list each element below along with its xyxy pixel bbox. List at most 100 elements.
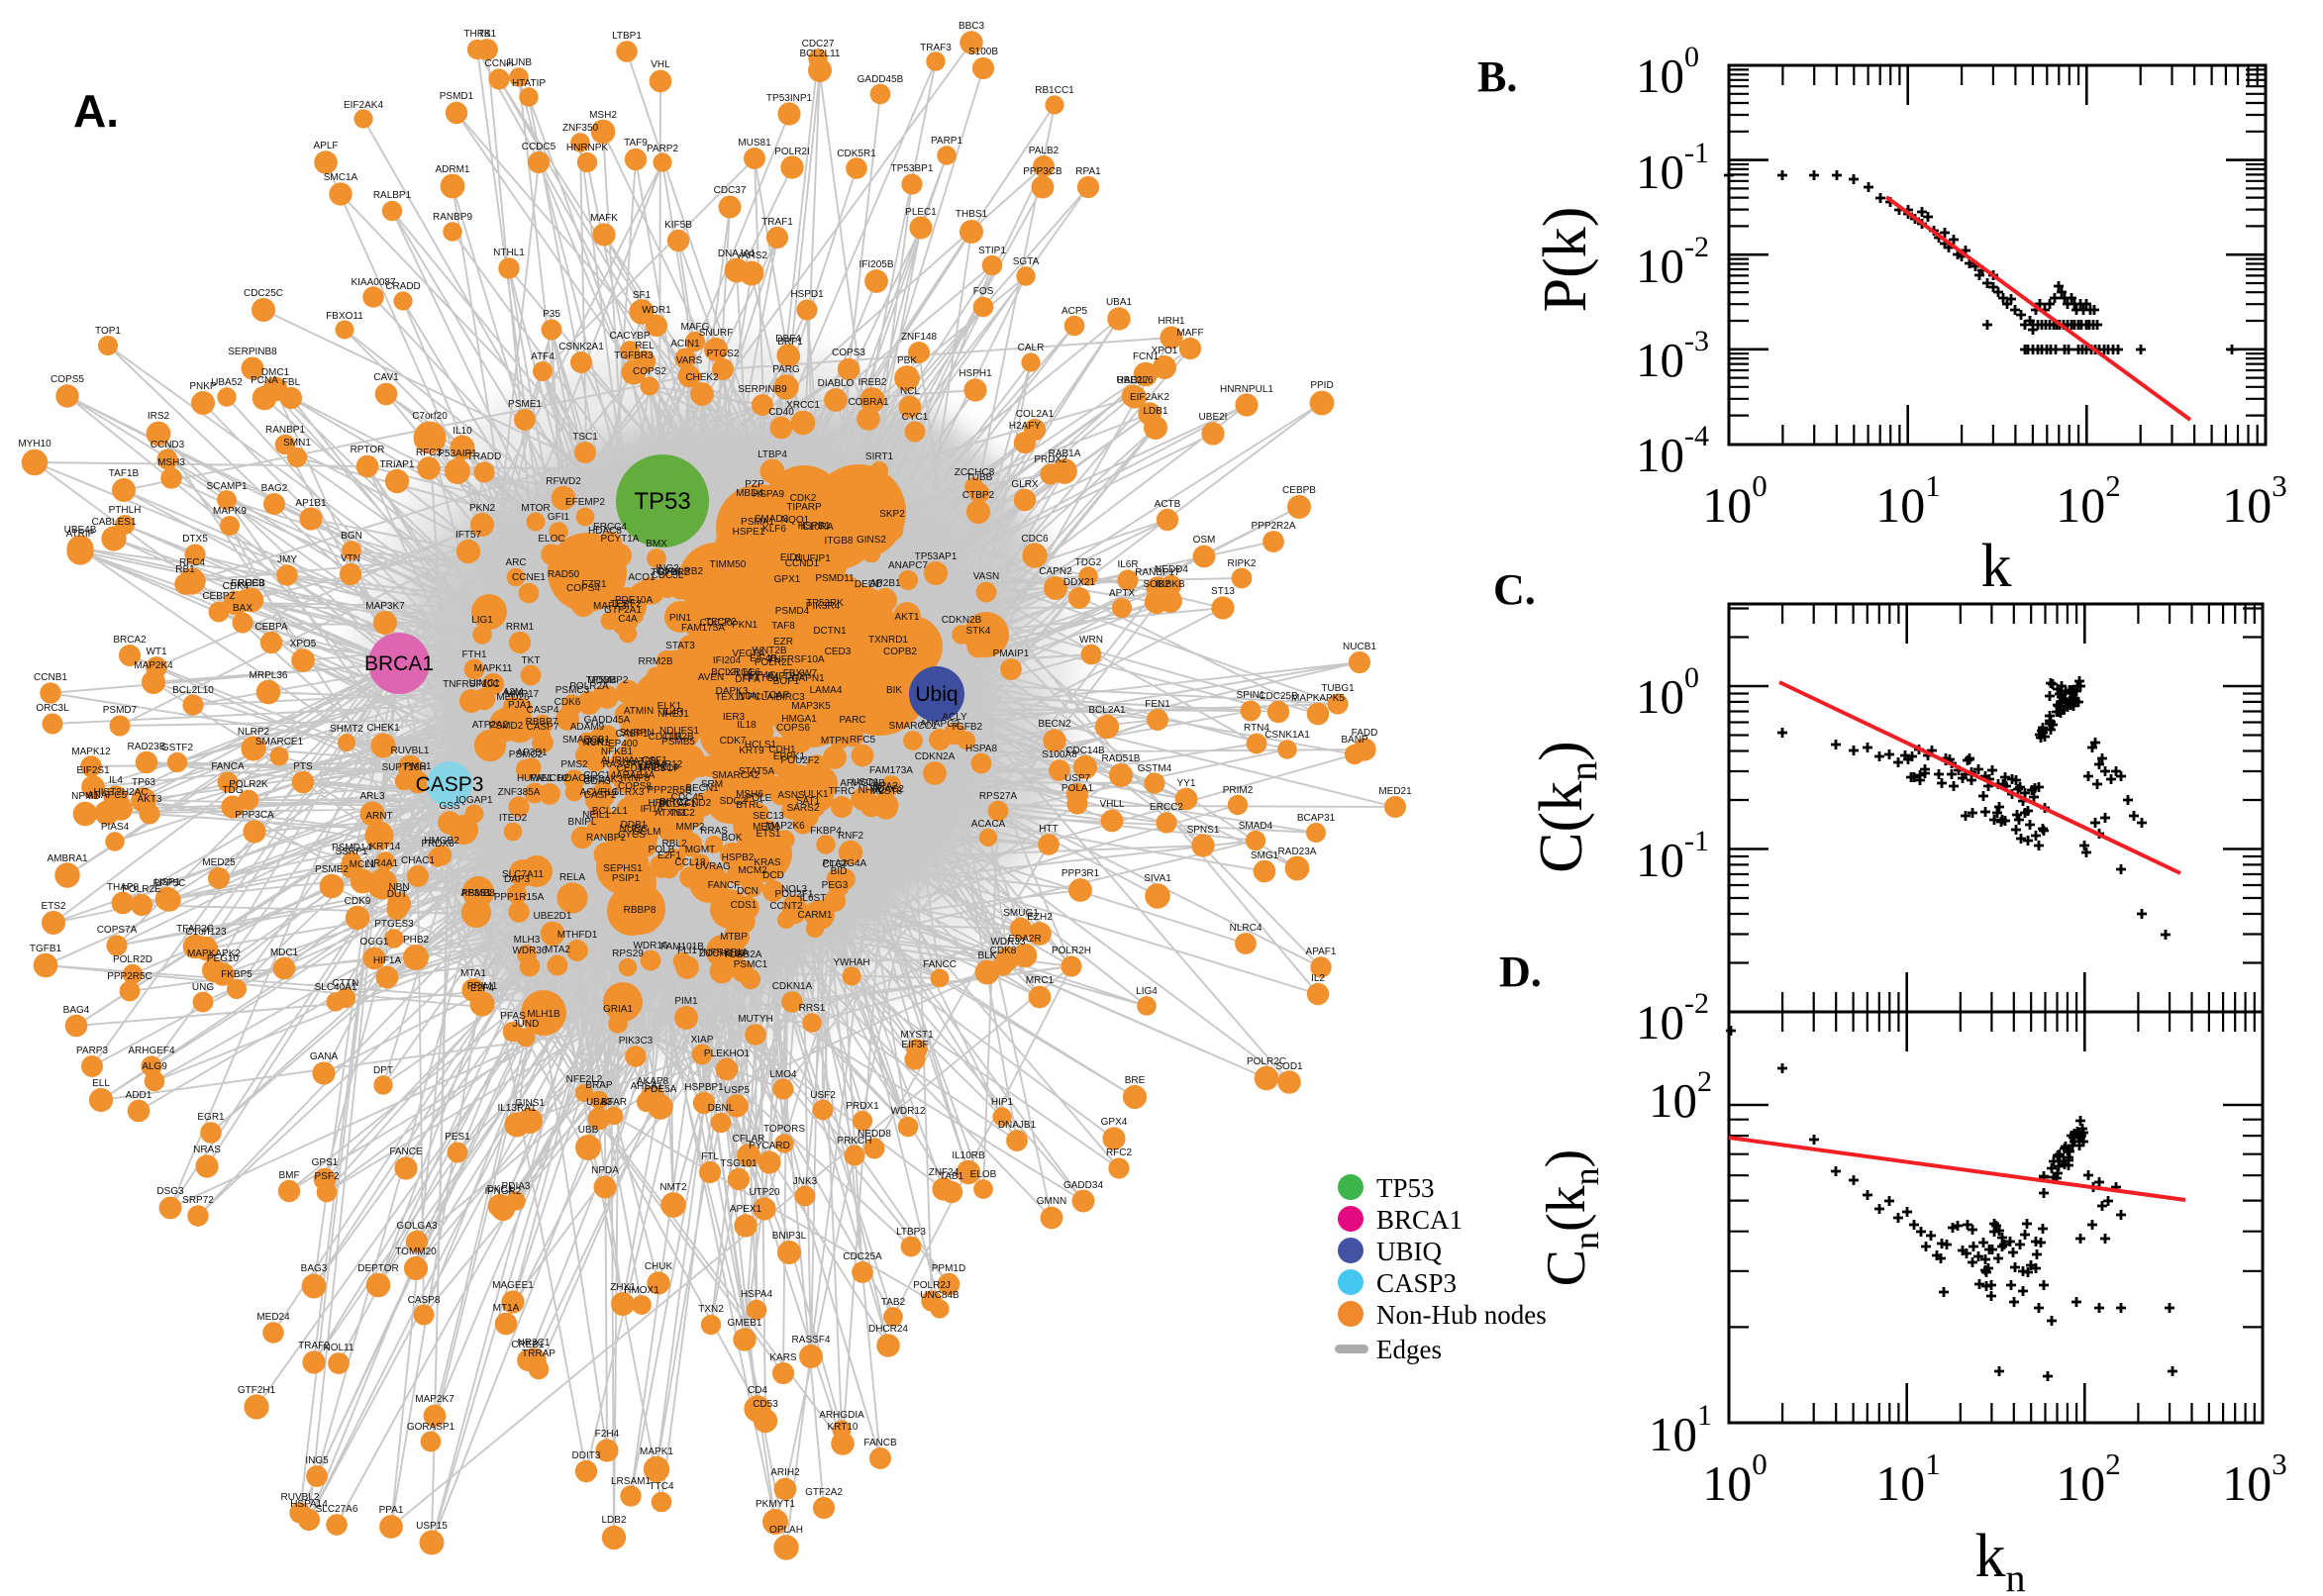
svg-text:ATXN3: ATXN3 [655, 808, 686, 819]
svg-text:NUCB1: NUCB1 [1343, 642, 1376, 652]
svg-text:CABLES1: CABLES1 [91, 517, 136, 528]
svg-text:GORASP1: GORASP1 [407, 1422, 455, 1433]
svg-text:NDUFS1: NDUFS1 [659, 726, 699, 737]
svg-text:RUVBL1: RUVBL1 [391, 746, 430, 756]
svg-text:ZNF385A: ZNF385A [498, 787, 541, 798]
svg-text:SCAMP1: SCAMP1 [206, 481, 248, 492]
svg-text:PCLAF: PCLAF [748, 692, 779, 703]
svg-text:PPP2R5C: PPP2R5C [107, 971, 152, 982]
svg-text:LTBP4: LTBP4 [758, 449, 787, 460]
svg-text:BAG4: BAG4 [63, 1005, 90, 1016]
svg-text:LIG1: LIG1 [471, 615, 493, 626]
svg-text:CDC5L: CDC5L [652, 570, 684, 581]
svg-text:MDC1: MDC1 [270, 948, 299, 958]
svg-text:CDH3: CDH3 [583, 776, 611, 787]
svg-text:HMGA1: HMGA1 [781, 714, 817, 725]
svg-text:RRAS: RRAS [700, 826, 728, 837]
svg-text:BRF1: BRF1 [777, 337, 803, 348]
svg-text:CASP3: CASP3 [1376, 1268, 1457, 1298]
svg-text:GSS: GSS [439, 801, 459, 812]
svg-text:CDKN1A: CDKN1A [772, 981, 813, 992]
svg-text:10-2: 10-2 [1636, 231, 1709, 293]
svg-text:PARP1: PARP1 [931, 136, 962, 147]
svg-text:SHMT2: SHMT2 [330, 724, 363, 735]
svg-text:PNKP: PNKP [189, 381, 217, 392]
svg-text:HIF1A: HIF1A [373, 955, 402, 966]
svg-text:CTBP2: CTBP2 [962, 490, 995, 501]
svg-text:FAM175A: FAM175A [681, 623, 725, 634]
svg-text:ST13: ST13 [1211, 586, 1235, 597]
svg-text:CCL18: CCL18 [674, 857, 706, 868]
svg-text:EIF2S1: EIF2S1 [76, 765, 110, 776]
svg-text:Non-Hub nodes: Non-Hub nodes [1376, 1300, 1547, 1330]
svg-text:OSM: OSM [1193, 535, 1216, 546]
svg-text:TP53BP1: TP53BP1 [891, 163, 934, 174]
svg-text:FOS: FOS [973, 286, 994, 297]
svg-text:k: k [1981, 533, 2012, 600]
svg-text:GADD45A: GADD45A [584, 715, 631, 726]
svg-text:CYCS: CYCS [618, 830, 646, 841]
svg-text:PIK3C3: PIK3C3 [619, 1036, 654, 1047]
svg-text:FANCF: FANCF [708, 880, 741, 891]
svg-text:POLR2I: POLR2I [774, 147, 810, 157]
svg-text:AP3S1: AP3S1 [460, 888, 492, 899]
svg-text:CASP1: CASP1 [616, 729, 649, 740]
svg-text:FANCA: FANCA [211, 761, 245, 772]
svg-text:COPS3: COPS3 [832, 348, 865, 358]
svg-text:TERF2: TERF2 [610, 599, 642, 610]
svg-text:TSC1: TSC1 [572, 432, 598, 443]
svg-text:CDC20: CDC20 [700, 618, 733, 629]
svg-text:NQO1: NQO1 [781, 515, 810, 526]
svg-text:CEBPZ: CEBPZ [202, 591, 235, 602]
svg-text:SEPHS1: SEPHS1 [603, 863, 643, 874]
svg-text:SMG1: SMG1 [1251, 850, 1279, 861]
svg-text:MAFF: MAFF [1176, 328, 1203, 339]
svg-text:VARS: VARS [676, 355, 703, 366]
svg-text:HRH1: HRH1 [1158, 316, 1185, 327]
svg-text:E2F1: E2F1 [657, 850, 681, 861]
svg-text:BRCA2: BRCA2 [113, 635, 147, 646]
svg-text:RELA: RELA [559, 872, 585, 883]
svg-text:MSH2: MSH2 [589, 110, 617, 121]
svg-text:TSC2: TSC2 [669, 808, 695, 819]
svg-text:MAFG: MAFG [681, 322, 710, 333]
svg-text:10-3: 10-3 [1636, 325, 1709, 387]
svg-text:TUBB: TUBB [966, 472, 993, 483]
svg-text:KRT10: KRT10 [828, 1422, 858, 1433]
svg-text:ACIN1: ACIN1 [670, 339, 700, 349]
svg-text:DPT: DPT [373, 1065, 393, 1076]
svg-text:MUTYH: MUTYH [738, 1014, 773, 1025]
svg-text:ERCC3: ERCC3 [231, 578, 264, 589]
svg-text:TAB2: TAB2 [881, 1297, 906, 1308]
svg-text:BIRC3: BIRC3 [775, 692, 805, 703]
svg-text:FAM101B: FAM101B [660, 942, 704, 952]
svg-text:TKT: TKT [522, 655, 541, 666]
svg-text:GPX1: GPX1 [774, 574, 801, 585]
svg-text:DAPK3: DAPK3 [716, 686, 749, 697]
svg-text:OPLAH: OPLAH [769, 1525, 803, 1536]
svg-text:POLA1: POLA1 [1061, 783, 1094, 794]
svg-text:ING2: ING2 [656, 563, 679, 574]
svg-text:IL4: IL4 [109, 775, 123, 786]
svg-text:IFT57: IFT57 [455, 530, 482, 541]
svg-text:PARG: PARG [772, 364, 800, 375]
svg-text:Ubiq: Ubiq [915, 683, 958, 706]
svg-text:UVRAG: UVRAG [695, 861, 731, 872]
svg-text:ASNS: ASNS [777, 790, 805, 801]
svg-text:PKN1: PKN1 [732, 620, 758, 631]
svg-text:BOK: BOK [721, 833, 742, 844]
svg-text:FANCB: FANCB [863, 1438, 897, 1448]
svg-text:COPS8: COPS8 [618, 781, 652, 792]
svg-text:STAT3: STAT3 [665, 641, 695, 651]
svg-text:WDR36: WDR36 [512, 946, 547, 956]
svg-text:LAMA4: LAMA4 [810, 685, 843, 696]
svg-text:ARC: ARC [505, 557, 526, 568]
svg-text:PPP3R1: PPP3R1 [1061, 868, 1100, 879]
svg-text:MMP12: MMP12 [649, 759, 683, 770]
svg-text:NOL11: NOL11 [324, 1343, 354, 1353]
svg-text:ACP5: ACP5 [1061, 306, 1088, 317]
svg-text:PEG3: PEG3 [822, 880, 849, 891]
svg-text:CED4: CED4 [617, 763, 644, 774]
svg-text:IL4R: IL4R [662, 707, 683, 718]
svg-text:DDIT3: DDIT3 [572, 1450, 601, 1461]
